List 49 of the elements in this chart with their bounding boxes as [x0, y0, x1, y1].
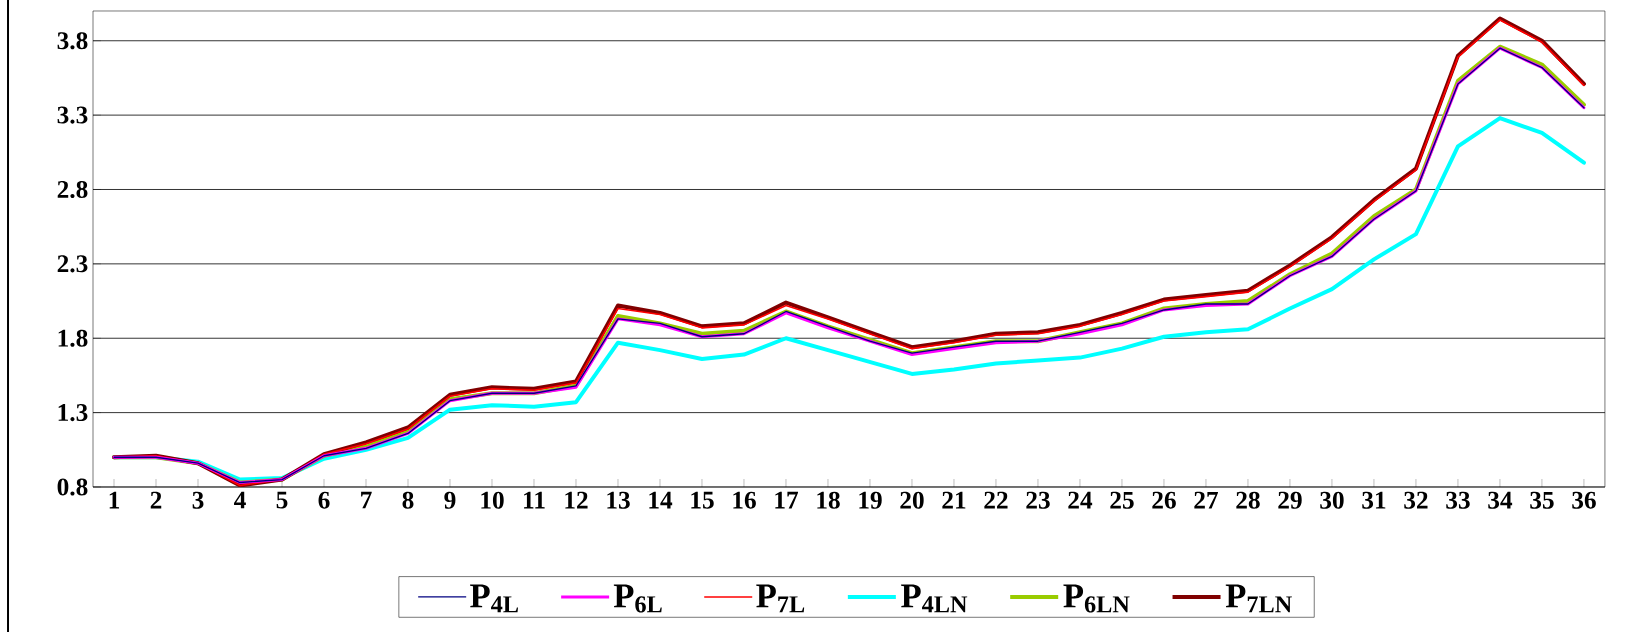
legend-label: P$_{4LN}$	[901, 584, 968, 613]
legend-label: P$_{6LN}$	[1063, 584, 1130, 613]
x-tick-label: 21	[942, 491, 966, 509]
x-tick-label: 15	[691, 491, 714, 509]
x-tick-label: 26	[1152, 491, 1176, 509]
legend-label: P$_{4L}$	[470, 584, 518, 613]
x-tick-label: 22	[984, 491, 1008, 509]
x-tick-label: 20	[900, 491, 924, 509]
x-tick-label: 19	[859, 491, 882, 509]
x-tick-label: 17	[775, 491, 799, 509]
x-tick-label: 28	[1236, 491, 1260, 509]
x-tick-label: 35	[1530, 491, 1554, 509]
x-tick-label: 33	[1446, 491, 1470, 509]
x-tick-label: 5	[276, 491, 288, 509]
legend-label: P$_{6L}$	[613, 584, 662, 613]
x-tick-label: 3	[192, 491, 204, 509]
x-tick-label: 10	[481, 491, 504, 509]
x-tick-label: 30	[1320, 491, 1344, 509]
x-tick-label: 24	[1068, 491, 1093, 509]
x-tick-label: 29	[1278, 491, 1302, 509]
x-tick-label: 4	[234, 491, 246, 509]
x-tick-label: 8	[402, 491, 414, 509]
x-tick-label: 23	[1026, 491, 1050, 509]
legend-label: P$_{7L}$	[756, 584, 805, 613]
x-tick-label: 11	[524, 491, 545, 509]
x-tick-label: 32	[1404, 491, 1428, 509]
x-tick-label: 36	[1572, 491, 1596, 509]
x-tick-label: 27	[1194, 491, 1218, 509]
x-tick-label: 12	[565, 491, 588, 509]
x-tick-label: 1	[109, 491, 120, 509]
x-tick-label: 18	[817, 491, 840, 509]
x-tick-label: 2	[150, 491, 162, 509]
x-tick-label: 25	[1110, 491, 1134, 509]
x-tick-label: 9	[444, 491, 456, 509]
legend-label: P$_{7LN}$	[1225, 584, 1292, 613]
y-tick-label: 1.3	[58, 404, 88, 422]
y-tick-label: 1.8	[58, 329, 88, 347]
x-tick-label: 6	[318, 491, 330, 509]
y-tick-label: 2.8	[57, 180, 88, 199]
x-tick-label: 13	[607, 491, 630, 509]
y-tick-label: 3.3	[57, 106, 88, 124]
y-tick-label: 2.3	[57, 255, 88, 273]
x-tick-label: 7	[361, 491, 372, 509]
y-tick-label: 0.8	[57, 478, 88, 496]
x-tick-label: 14	[649, 491, 673, 509]
x-tick-label: 31	[1362, 491, 1386, 509]
x-tick-label: 16	[733, 491, 756, 509]
x-tick-label: 34	[1488, 491, 1513, 509]
y-tick-label: 3.8	[57, 32, 88, 50]
